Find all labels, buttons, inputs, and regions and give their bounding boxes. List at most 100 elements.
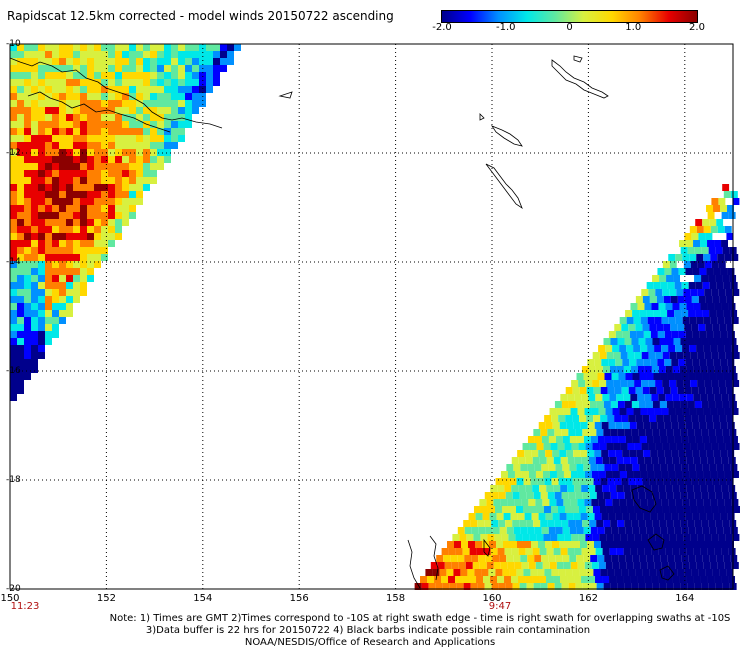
wind-cell <box>73 135 80 142</box>
wind-cell <box>115 219 122 226</box>
wind-cell <box>213 72 220 79</box>
wind-cell <box>580 450 588 457</box>
wind-cell <box>598 562 606 569</box>
wind-cell <box>652 429 660 436</box>
wind-cell <box>108 177 115 184</box>
wind-cell <box>719 569 727 576</box>
wind-cell <box>17 198 24 205</box>
wind-cell <box>601 422 609 429</box>
wind-cell <box>704 289 712 296</box>
wind-cell <box>520 464 528 471</box>
wind-cell <box>24 317 31 324</box>
wind-cell <box>157 72 164 79</box>
wind-cell <box>539 576 547 583</box>
wind-cell <box>683 534 691 541</box>
wind-cell <box>477 520 485 527</box>
wind-cell <box>436 555 444 562</box>
wind-cell <box>634 534 642 541</box>
wind-cell <box>700 457 708 464</box>
wind-cell <box>611 527 619 534</box>
wind-cell <box>522 534 530 541</box>
wind-cell <box>546 548 554 555</box>
wind-cell <box>560 548 568 555</box>
wind-cell <box>45 135 52 142</box>
wind-cell <box>552 422 560 429</box>
wind-cell <box>663 296 671 303</box>
wind-cell <box>577 471 585 478</box>
wind-cell <box>626 562 634 569</box>
wind-cell <box>31 275 38 282</box>
wind-cell <box>595 394 603 401</box>
wind-cell <box>192 51 199 58</box>
wind-cell <box>727 450 735 457</box>
color-scale-label: 0 <box>566 22 573 33</box>
wind-cell <box>10 240 17 247</box>
wind-cell <box>498 583 506 590</box>
wind-cell <box>556 408 564 415</box>
wind-cell <box>150 107 157 114</box>
wind-cell <box>656 387 664 394</box>
wind-cell <box>689 471 697 478</box>
wind-cell <box>698 387 706 394</box>
wind-cell <box>717 471 725 478</box>
wind-cell <box>642 478 650 485</box>
wind-cell <box>661 471 669 478</box>
wind-cell <box>115 156 122 163</box>
wind-cell <box>59 310 66 317</box>
wind-cell <box>17 296 24 303</box>
wind-cell <box>206 65 213 72</box>
wind-cell <box>662 289 670 296</box>
wind-cell <box>634 352 642 359</box>
wind-cell <box>728 576 736 583</box>
wind-cell <box>722 247 730 254</box>
wind-cell <box>684 415 692 422</box>
wind-cell <box>705 296 713 303</box>
wind-cell <box>45 219 52 226</box>
wind-cell <box>509 478 517 485</box>
wind-cell <box>45 79 52 86</box>
wind-cell <box>717 317 725 324</box>
wind-cell <box>511 485 519 492</box>
wind-cell <box>602 394 610 401</box>
wind-cell <box>157 51 164 58</box>
wind-cell <box>665 457 673 464</box>
wind-cell <box>52 226 59 233</box>
wind-cell <box>446 569 454 576</box>
wind-cell <box>723 436 731 443</box>
wind-cell <box>17 345 24 352</box>
wind-cell <box>650 513 658 520</box>
wind-cell <box>52 114 59 121</box>
wind-cell <box>479 499 487 506</box>
wind-cell <box>518 548 526 555</box>
wind-cell <box>513 464 521 471</box>
wind-cell <box>541 527 549 534</box>
wind-cell <box>171 58 178 65</box>
wind-cell <box>725 506 733 513</box>
wind-cell <box>122 72 129 79</box>
wind-cell <box>59 233 66 240</box>
wind-cell <box>497 485 505 492</box>
wind-cell <box>87 156 94 163</box>
wind-cell <box>108 198 115 205</box>
wind-cell <box>618 464 626 471</box>
wind-cell <box>80 149 87 156</box>
wind-cell <box>702 464 710 471</box>
wind-cell <box>171 72 178 79</box>
wind-cell <box>585 506 593 513</box>
wind-cell <box>94 128 101 135</box>
wind-cell <box>17 303 24 310</box>
wind-cell <box>537 478 545 485</box>
wind-cell <box>668 408 676 415</box>
wind-cell <box>500 499 508 506</box>
wind-cell <box>689 499 697 506</box>
wind-cell <box>101 149 108 156</box>
wind-cell <box>94 177 101 184</box>
wind-cell <box>597 436 605 443</box>
wind-cell <box>714 212 722 219</box>
wind-cell <box>615 450 623 457</box>
wind-cell <box>497 548 505 555</box>
wind-cell <box>31 100 38 107</box>
wind-cell <box>658 485 666 492</box>
wind-cell <box>497 576 505 583</box>
wind-cell <box>673 338 681 345</box>
